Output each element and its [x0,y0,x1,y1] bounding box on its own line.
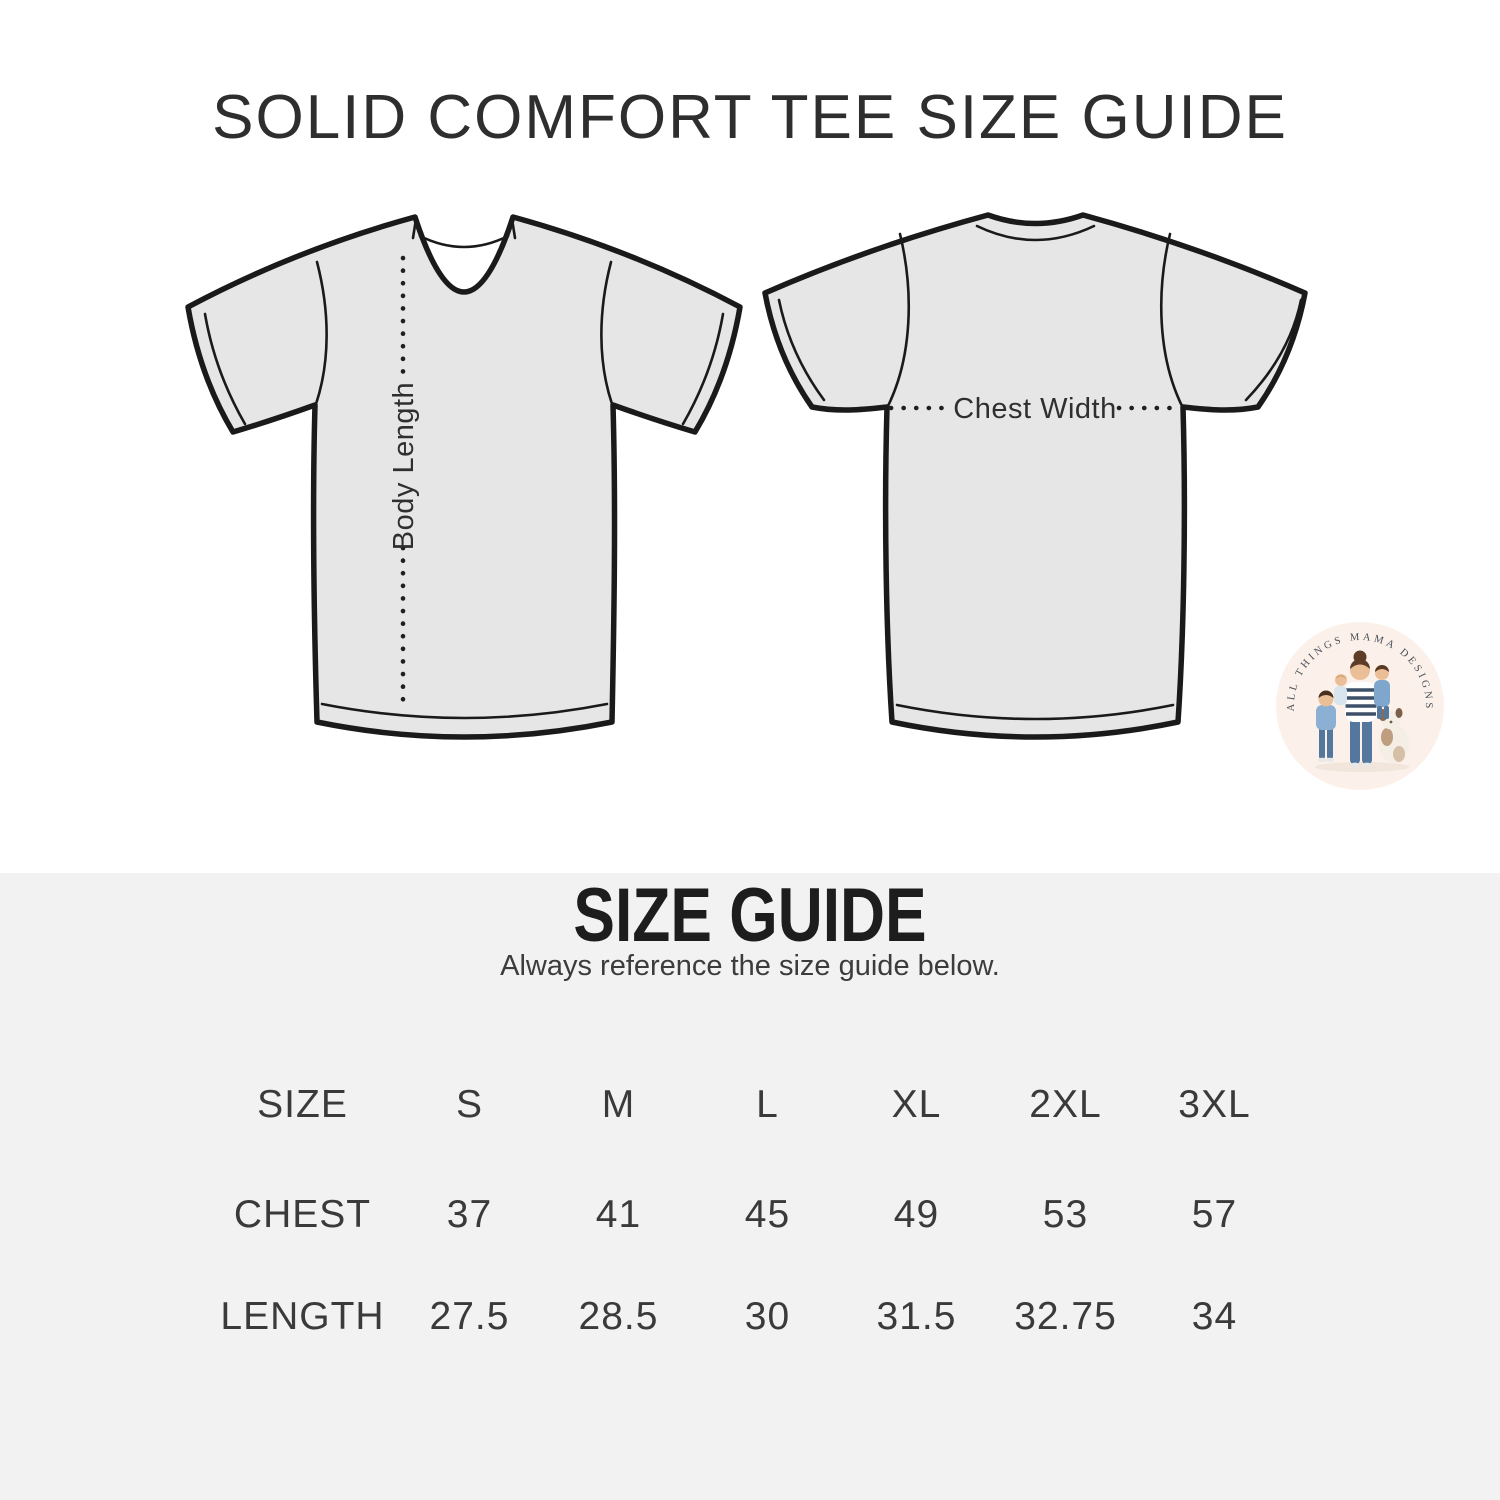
chest-width-label: Chest Width [953,393,1116,425]
col-header-3xl: 3XL [1178,1083,1251,1126]
col-header-s: S [455,1083,483,1126]
length-value-m: 28.5 [578,1295,659,1338]
col-header-size: SIZE [257,1083,348,1126]
armhole-seam-right [600,260,614,406]
row-label-chest: CHEST [233,1193,372,1236]
length-value-l: 30 [744,1295,791,1338]
armhole-seam-left [314,260,328,406]
col-header-xl: XL [891,1083,942,1126]
chest-value-3xl: 57 [1191,1193,1238,1236]
tshirt-back-outline [762,212,1308,740]
chest-value-2xl: 53 [1042,1193,1089,1236]
tshirt-front-diagram: Body Length [185,214,743,740]
cuff-seam-left [777,298,826,402]
brand-illustration [1315,650,1409,772]
col-header-m: M [601,1083,636,1126]
collar-seam [418,234,510,249]
hem-seam [320,702,609,720]
tshirt-back-diagram: Chest Width [762,212,1308,740]
length-value-2xl: 32.75 [1014,1295,1117,1338]
chest-value-xl: 49 [893,1193,940,1236]
hem-seam [895,703,1175,721]
cuff-seam-right [681,312,725,426]
size-guide-band [0,873,1500,1500]
chest-value-l: 45 [744,1193,791,1236]
row-label-length: LENGTH [220,1295,385,1338]
collar-seam [975,224,1096,242]
brand-logo: ALL THINGS MAMA DESIGNS [1276,622,1444,790]
collar-tick-right [510,217,517,240]
size-table: SIZE S M L XL 2XL 3XL CHEST 37 41 45 49 … [210,1062,1290,1360]
size-table-header-row: SIZE S M L XL 2XL 3XL [210,1062,1290,1148]
length-value-3xl: 34 [1191,1295,1238,1338]
col-header-2xl: 2XL [1029,1083,1102,1126]
cuff-seam-right [1244,298,1303,402]
chest-value-s: 37 [446,1193,493,1236]
col-header-l: L [756,1083,779,1126]
cuff-seam-left [203,312,247,426]
armhole-seam-right [1159,232,1184,408]
chest-value-m: 41 [595,1193,642,1236]
body-length-label: Body Length [388,382,420,550]
collar-tick-left [411,217,418,240]
size-table-chest-row: CHEST 37 41 45 49 53 57 [210,1172,1290,1258]
size-guide-heading: SIZE GUIDE [573,873,927,958]
length-value-xl: 31.5 [876,1295,957,1338]
armhole-seam-left [886,232,911,408]
page-title: SOLID COMFORT TEE SIZE GUIDE [212,83,1288,152]
size-table-length-row: LENGTH 27.5 28.5 30 31.5 32.75 34 [210,1274,1290,1360]
tshirt-front-outline [185,214,743,740]
size-guide-subheading: Always reference the size guide below. [500,950,1000,982]
length-value-s: 27.5 [429,1295,510,1338]
